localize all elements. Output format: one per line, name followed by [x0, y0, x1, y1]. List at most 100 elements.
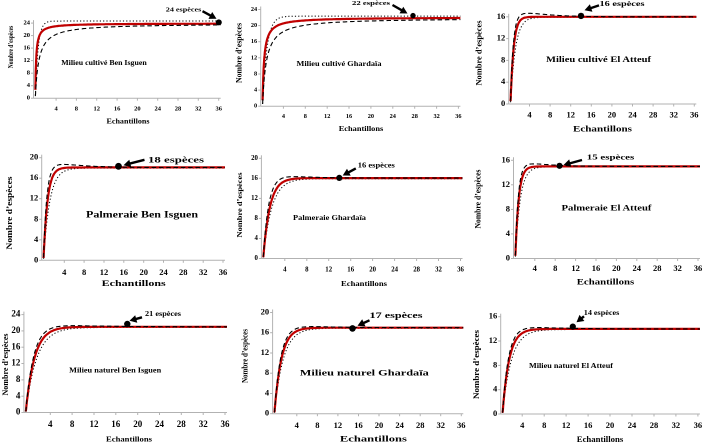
svg-text:20: 20	[11, 325, 21, 335]
svg-text:8: 8	[553, 263, 557, 273]
svg-text:28: 28	[179, 267, 188, 277]
svg-text:28: 28	[413, 267, 420, 274]
svg-text:16: 16	[587, 110, 596, 120]
svg-text:28: 28	[416, 420, 425, 430]
svg-text:16: 16	[30, 172, 39, 182]
svg-text:16: 16	[347, 267, 354, 274]
svg-text:12: 12	[251, 54, 257, 61]
svg-text:24: 24	[633, 263, 642, 273]
svg-text:8: 8	[16, 374, 21, 384]
svg-text:36: 36	[219, 267, 228, 277]
svg-text:Echantillons: Echantillons	[106, 435, 152, 443]
svg-text:20: 20	[251, 22, 257, 29]
svg-text:20: 20	[30, 152, 39, 162]
svg-text:Echantillons: Echantillons	[341, 280, 387, 288]
svg-text:12: 12	[90, 419, 100, 429]
svg-text:8: 8	[493, 359, 497, 369]
svg-text:16: 16	[24, 45, 31, 52]
svg-text:8: 8	[70, 419, 75, 429]
svg-text:20: 20	[375, 420, 384, 430]
svg-text:32: 32	[433, 113, 439, 120]
svg-text:16: 16	[251, 38, 257, 45]
svg-text:4: 4	[527, 110, 532, 120]
svg-text:Milieu cultivé El Atteuf: Milieu cultivé El Atteuf	[546, 55, 651, 64]
svg-text:8: 8	[254, 215, 258, 222]
svg-text:32: 32	[199, 267, 208, 277]
svg-text:8: 8	[548, 110, 552, 120]
svg-text:14 espèces: 14 espèces	[584, 309, 620, 317]
svg-text:4: 4	[27, 82, 31, 89]
svg-text:20: 20	[369, 267, 376, 274]
svg-text:4: 4	[533, 263, 538, 273]
svg-text:24: 24	[251, 6, 258, 13]
svg-text:32: 32	[669, 110, 678, 120]
svg-text:20: 20	[612, 263, 621, 273]
svg-text:Echantillons: Echantillons	[577, 435, 624, 443]
svg-text:32: 32	[672, 420, 681, 430]
svg-text:8: 8	[542, 420, 546, 430]
svg-text:12: 12	[324, 113, 330, 120]
svg-text:16: 16	[592, 263, 601, 273]
svg-text:16: 16	[346, 113, 352, 120]
svg-text:Nombre d’espèces: Nombre d’espèces	[474, 20, 484, 86]
svg-text:Echantillons: Echantillons	[102, 279, 166, 288]
svg-text:20: 20	[133, 419, 143, 429]
svg-text:36: 36	[457, 267, 464, 274]
svg-text:Milieu naturel El Atteuf: Milieu naturel El Atteuf	[529, 361, 614, 370]
svg-text:Echantillons: Echantillons	[573, 124, 633, 134]
svg-text:8: 8	[315, 420, 319, 430]
svg-text:0: 0	[16, 407, 21, 417]
svg-text:Nombre d’espèces: Nombre d’espèces	[235, 172, 244, 237]
svg-text:8: 8	[27, 70, 31, 77]
svg-text:12: 12	[30, 193, 39, 203]
svg-text:Echantillons: Echantillons	[340, 435, 407, 443]
svg-text:24: 24	[155, 419, 165, 429]
svg-text:21 espèces: 21 espèces	[145, 310, 181, 318]
svg-text:28: 28	[649, 110, 658, 120]
svg-text:4: 4	[48, 419, 53, 429]
svg-text:4: 4	[54, 106, 58, 113]
svg-text:20: 20	[139, 267, 148, 277]
svg-text:4: 4	[265, 387, 270, 397]
svg-text:12: 12	[93, 106, 100, 113]
svg-text:16: 16	[584, 420, 593, 430]
svg-text:Milieu naturel Ghardaïa: Milieu naturel Ghardaïa	[300, 368, 430, 378]
svg-text:8: 8	[254, 70, 257, 77]
svg-text:0: 0	[501, 98, 505, 108]
svg-text:20: 20	[24, 32, 31, 39]
svg-text:36: 36	[455, 113, 461, 120]
svg-text:Nombre d’espèces: Nombre d’espèces	[472, 169, 482, 229]
svg-text:4: 4	[520, 420, 525, 430]
svg-text:12: 12	[100, 267, 109, 277]
svg-text:12: 12	[261, 347, 270, 357]
svg-text:16: 16	[502, 154, 511, 164]
svg-text:24: 24	[628, 420, 637, 430]
svg-text:4: 4	[254, 87, 258, 94]
svg-text:24: 24	[159, 267, 168, 277]
svg-text:0: 0	[265, 408, 269, 418]
svg-text:4: 4	[254, 235, 258, 242]
svg-text:Nombre d’espèces: Nombre d’espèces	[471, 329, 481, 399]
svg-text:Echantillons: Echantillons	[107, 117, 150, 126]
svg-text:12: 12	[24, 57, 31, 64]
svg-text:16: 16	[11, 341, 21, 351]
svg-text:16: 16	[114, 106, 121, 113]
svg-text:8: 8	[75, 106, 79, 113]
svg-text:20: 20	[251, 155, 258, 162]
svg-text:12: 12	[497, 33, 506, 43]
svg-text:22 espèces: 22 espèces	[352, 0, 391, 7]
svg-text:Nombre d’espèces: Nombre d’espèces	[1, 334, 10, 396]
svg-text:0: 0	[506, 252, 510, 262]
svg-text:8: 8	[506, 203, 510, 213]
svg-text:Palmeraie Ben Isguen: Palmeraie Ben Isguen	[86, 210, 198, 220]
svg-text:8: 8	[501, 54, 505, 64]
svg-text:Echantillons: Echantillons	[339, 125, 384, 133]
svg-text:4: 4	[283, 267, 287, 274]
svg-text:Milieu naturel Ben Isguen: Milieu naturel Ben Isguen	[69, 366, 162, 375]
svg-text:8: 8	[34, 213, 38, 223]
svg-text:Milieu cultivé Ben Isguen: Milieu cultivé Ben Isguen	[61, 59, 147, 67]
svg-text:16: 16	[354, 420, 363, 430]
svg-text:36: 36	[694, 263, 702, 273]
svg-text:24: 24	[24, 20, 31, 27]
svg-text:16 espèces: 16 espèces	[358, 162, 395, 170]
